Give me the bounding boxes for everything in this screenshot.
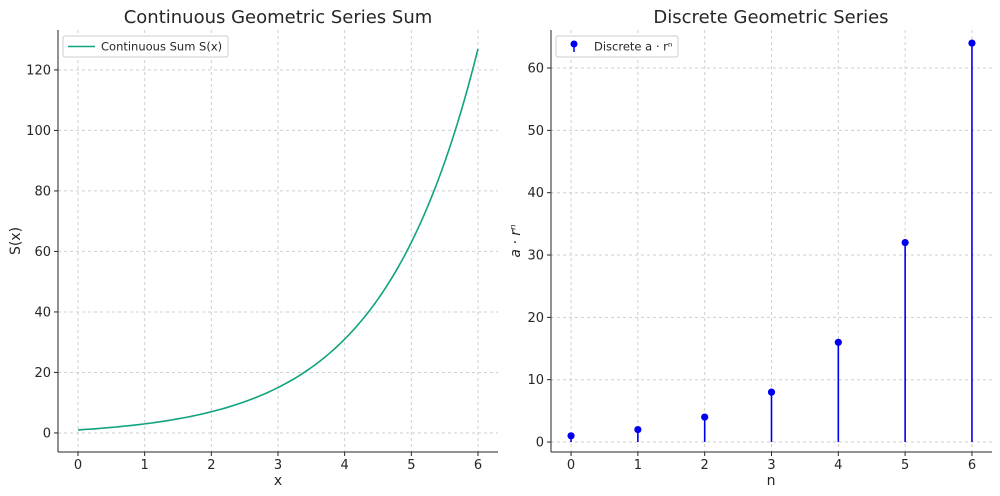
x-axis-label: x — [274, 473, 282, 489]
y-tick-label: 40 — [527, 186, 544, 201]
x-tick-label: 2 — [207, 458, 215, 473]
x-tick-label: 4 — [834, 458, 842, 473]
chart-title: Discrete Geometric Series — [653, 7, 888, 28]
grid — [58, 30, 498, 452]
y-tick-label: 40 — [34, 305, 51, 320]
y-tick-label: 0 — [43, 426, 51, 441]
legend: Discrete a · rⁿ — [555, 35, 679, 58]
y-tick-label: 30 — [527, 249, 544, 264]
legend-box — [62, 35, 229, 58]
stem-marker — [901, 238, 909, 247]
x-tick-label: 3 — [274, 458, 282, 473]
plot-area — [77, 48, 479, 431]
x-tick-label: 4 — [341, 458, 349, 473]
y-axis-label: a · rⁿ — [508, 224, 524, 258]
x-tick-label: 6 — [474, 458, 482, 473]
y-axis-label: S(x) — [8, 227, 24, 255]
x-tick-label: 5 — [407, 458, 415, 473]
y-tick-label: 60 — [34, 245, 51, 260]
plot-area — [567, 39, 976, 443]
stem-marker — [767, 388, 776, 396]
stem-marker — [567, 432, 575, 440]
legend-box — [555, 35, 679, 58]
legend-marker-swatch — [570, 40, 578, 48]
x-tick-label: 1 — [634, 458, 642, 473]
legend-entry: Continuous Sum S(x) — [101, 40, 222, 54]
y-tick-label: 10 — [527, 373, 544, 388]
legend: Continuous Sum S(x) — [62, 35, 229, 58]
stem-marker — [968, 39, 976, 47]
series-line — [77, 48, 479, 431]
x-tick-label: 5 — [901, 458, 909, 473]
y-tick-label: 60 — [527, 62, 544, 77]
x-tick-label: 1 — [141, 458, 149, 473]
x-tick-label: 0 — [74, 458, 82, 473]
y-tick-label: 100 — [26, 124, 51, 139]
y-tick-label: 20 — [527, 311, 544, 326]
continuous-chart: Continuous Geometric Series Sum 0 1 2 3 4 5 60… — [8, 7, 498, 489]
x-tick-label: 3 — [767, 458, 775, 473]
y-tick-label: 120 — [26, 63, 51, 78]
y-tick-label: 80 — [34, 184, 51, 199]
x-axis-label: n — [767, 473, 776, 489]
x-tick-label: 2 — [701, 458, 709, 473]
stem-marker — [701, 413, 709, 421]
stem-marker — [834, 338, 842, 346]
stem-marker — [634, 425, 642, 434]
x-tick-label: 6 — [968, 458, 976, 473]
chart-title: Continuous Geometric Series Sum — [124, 7, 433, 28]
discrete-chart: Discrete Geometric Series 0 1 2 3 4 5 60102030… — [508, 7, 992, 489]
x-tick-label: 0 — [567, 458, 575, 473]
y-tick-label: 0 — [536, 436, 544, 451]
y-tick-label: 50 — [527, 124, 544, 139]
legend-entry: Discrete a · rⁿ — [594, 40, 672, 54]
y-tick-label: 20 — [34, 366, 51, 381]
